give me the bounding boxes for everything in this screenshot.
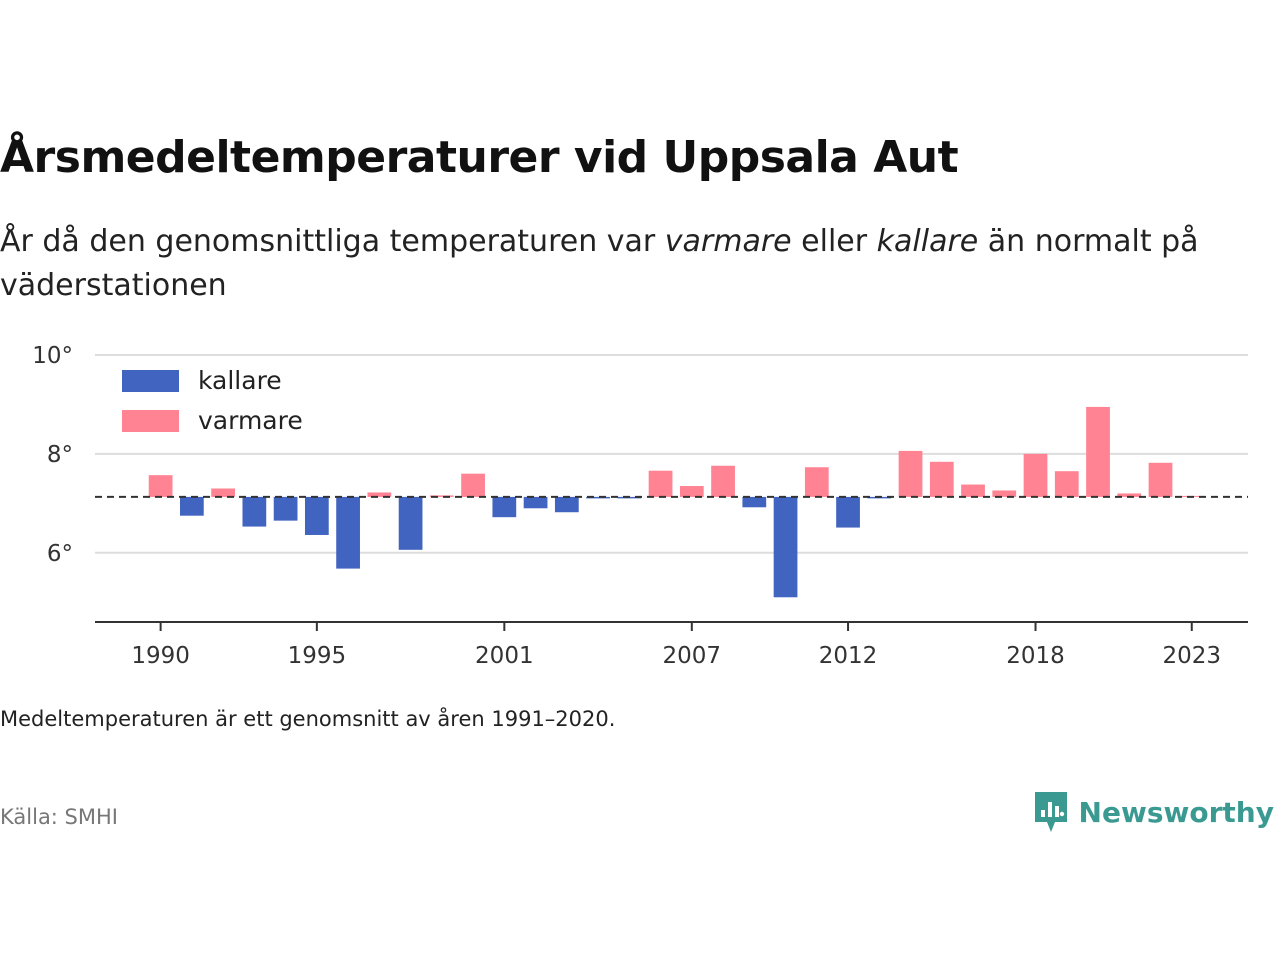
legend-swatch-kallare (122, 370, 179, 392)
bar-2017 (992, 490, 1017, 497)
legend-label-kallare: kallare (198, 366, 282, 395)
chart-title: Årsmedeltemperaturer vid Uppsala Aut (0, 132, 959, 183)
x-tick-label: 2023 (1162, 643, 1221, 669)
chart-subtitle: År då den genomsnittliga temperaturen va… (0, 220, 1265, 308)
bar-1991 (179, 496, 204, 516)
x-tick-label: 1990 (131, 643, 190, 669)
bar-1990 (148, 475, 173, 497)
chart-footnote: Medeltemperaturen är ett genomsnitt av å… (0, 707, 616, 731)
y-tick-label: 8° (47, 442, 73, 468)
bar-2008 (711, 465, 735, 497)
bar-1996 (336, 496, 360, 569)
bar-1997 (367, 492, 392, 497)
bar-2015 (929, 461, 954, 497)
temperature-bar-chart: 1990 1995 2001 2007 2012 2018 2023 6° 8° 10° kal… (32, 343, 1248, 669)
bar-2004 (586, 496, 610, 499)
subtitle-text-1: År då den genomsnittliga temperaturen va… (0, 224, 665, 259)
x-tick-label: 2018 (1006, 643, 1065, 669)
bar-2009 (742, 496, 767, 508)
bar-2019 (1054, 471, 1079, 497)
subtitle-warm-word: varmare (664, 224, 792, 259)
bar-2010 (773, 496, 798, 598)
subtitle-text-2: eller (791, 224, 877, 259)
bar-1998 (398, 496, 423, 550)
bar-2000 (461, 473, 485, 497)
legend-label-varmare: varmare (198, 406, 303, 435)
source-credit: Källa: SMHI (0, 805, 118, 829)
subtitle-text-3: än normalt på väderstationen (0, 224, 1199, 303)
bars (148, 406, 1204, 598)
brand-name: Newsworthy (1078, 795, 1274, 829)
bar-2012 (836, 496, 860, 528)
x-axis-ticks: 1990 1995 2001 2007 2012 2018 2023 (131, 622, 1221, 669)
x-tick-label: 2007 (663, 643, 722, 669)
bar-2022 (1148, 462, 1173, 497)
legend: kallare varmare (122, 366, 303, 435)
y-tick-label: 6° (47, 541, 73, 567)
brand-logo: Newsworthy (1033, 790, 1274, 834)
grid-lines (95, 354, 1248, 554)
bar-1994 (273, 496, 298, 521)
x-tick-label: 2001 (475, 643, 534, 669)
bar-2020 (1086, 406, 1110, 497)
bar-1993 (242, 496, 267, 527)
legend-swatch-varmare (122, 410, 179, 432)
bar-1995 (304, 496, 329, 535)
bar-2002 (523, 496, 548, 509)
subtitle-cold-word: kallare (876, 224, 979, 259)
newsworthy-logo-icon (1034, 792, 1067, 832)
bar-2006 (648, 470, 673, 497)
bar-2021 (1117, 493, 1142, 497)
bar-2016 (961, 484, 985, 497)
bar-2001 (492, 496, 517, 518)
bar-1992 (211, 488, 235, 497)
bar-2014 (898, 450, 923, 497)
bar-2018 (1023, 453, 1048, 497)
x-tick-label: 2012 (819, 643, 878, 669)
bar-2003 (554, 496, 579, 513)
y-axis-ticks: 6° 8° 10° (32, 343, 73, 567)
x-tick-label: 1995 (288, 643, 347, 669)
y-tick-label: 10° (32, 343, 73, 369)
bar-2007 (679, 486, 704, 497)
bar-2011 (804, 467, 829, 497)
bar-1999 (429, 495, 454, 497)
